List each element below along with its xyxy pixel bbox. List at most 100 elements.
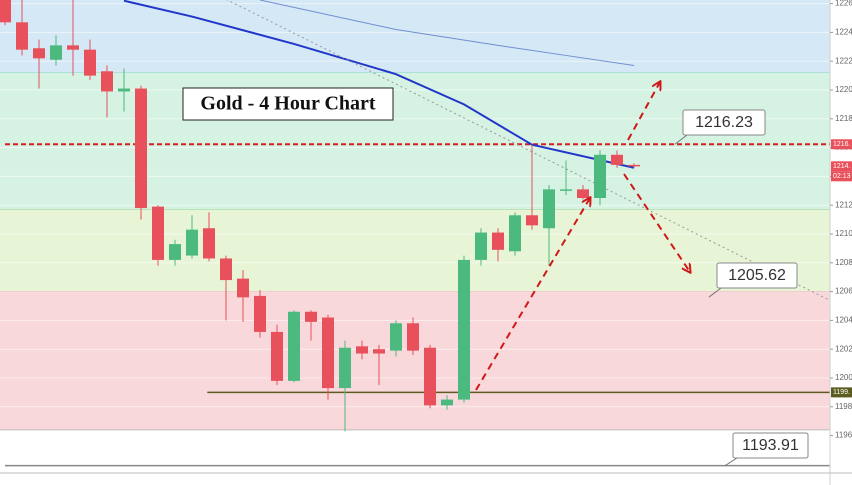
candle	[84, 39, 96, 80]
callout-label: 1216.23	[695, 114, 753, 131]
candle-body	[526, 215, 538, 226]
y-tick-label: 1206	[835, 287, 852, 296]
candle-body	[33, 48, 45, 59]
price-tag-label: 1214.	[833, 163, 851, 170]
candle	[152, 205, 164, 266]
countdown: 02:13	[833, 173, 851, 180]
candle-body	[203, 228, 215, 259]
axis-panel	[830, 0, 852, 485]
title-box: Gold - 4 Hour Chart	[182, 87, 394, 121]
candle	[271, 324, 283, 386]
countdown-tag	[831, 171, 852, 182]
candle	[186, 215, 198, 259]
y-tick-label: 1222	[835, 56, 852, 65]
y-tick-label: 1212	[835, 200, 852, 209]
y-tick-label: 1226	[835, 0, 852, 8]
candle-body	[339, 347, 351, 389]
candle	[101, 65, 113, 118]
candle	[526, 144, 538, 230]
candle	[390, 320, 402, 357]
candle	[611, 150, 623, 168]
candle-body	[407, 323, 419, 351]
arrows	[475, 82, 690, 391]
callout-label: 1193.91	[742, 437, 799, 454]
candle-body	[509, 215, 521, 252]
candle	[458, 255, 470, 403]
candle	[67, 0, 79, 76]
y-tick-label: 1198	[835, 402, 852, 411]
y-tick-label: 1204	[835, 315, 852, 324]
candle-body	[543, 189, 555, 229]
candle	[322, 314, 334, 400]
candle-body	[271, 331, 283, 381]
candle-body	[237, 278, 249, 298]
candle-body	[67, 45, 79, 50]
candle-body	[475, 232, 487, 260]
candle-body	[560, 189, 572, 191]
candle	[492, 228, 504, 262]
price-tag-label: 1199.	[833, 389, 850, 396]
candle-body	[577, 189, 589, 198]
y-tick-label: 1224	[835, 28, 852, 37]
candle-body	[424, 347, 436, 406]
candle	[203, 212, 215, 262]
candle	[33, 39, 45, 89]
candle	[594, 150, 606, 206]
candle	[628, 163, 640, 168]
candle-body	[628, 164, 640, 167]
y-tick-label: 1200	[835, 373, 852, 382]
moving-average	[123, 0, 635, 169]
candle-body	[101, 71, 113, 92]
callout-label: 1205.62	[728, 267, 786, 284]
candle	[288, 310, 300, 383]
candle-body	[305, 311, 317, 322]
candle-body	[50, 45, 62, 60]
candle	[424, 344, 436, 409]
candle	[135, 85, 147, 220]
candle	[356, 340, 368, 360]
y-tick-label: 1202	[835, 344, 852, 353]
y-tick-label: 1218	[835, 114, 852, 123]
candle-body	[611, 154, 623, 165]
candle	[373, 344, 385, 386]
candle	[0, 0, 11, 26]
zone	[0, 291, 830, 430]
candle-body	[441, 399, 453, 406]
candle-body	[254, 295, 266, 332]
candle	[407, 317, 419, 355]
candle-body	[458, 259, 470, 400]
price-tag-label: 1216.	[833, 141, 851, 148]
candle-body	[16, 22, 28, 50]
candle-body	[118, 88, 130, 92]
candle	[305, 310, 317, 341]
callout-leader	[708, 287, 722, 298]
candle	[50, 35, 62, 66]
zone	[0, 0, 830, 73]
candle-body	[356, 346, 368, 354]
candle	[543, 185, 555, 266]
candle	[16, 0, 28, 56]
candle-body	[186, 229, 198, 256]
y-tick-label: 1210	[835, 229, 852, 238]
callout-leader	[674, 134, 688, 145]
y-tick-label: 1208	[835, 258, 852, 267]
callout-box	[716, 262, 798, 289]
candle	[339, 340, 351, 432]
price-tag	[831, 161, 852, 172]
candle-body	[0, 0, 11, 23]
candle	[220, 255, 232, 321]
candle-body	[169, 244, 181, 260]
candle	[475, 228, 487, 266]
title-frame	[182, 87, 394, 121]
y-tick-label: 1220	[835, 85, 852, 94]
candle	[237, 269, 249, 322]
chart-title: Gold - 4 Hour Chart	[200, 93, 376, 115]
candle	[254, 290, 266, 338]
candle-body	[322, 317, 334, 389]
candle-body	[594, 154, 606, 198]
moving-average	[226, 0, 830, 301]
zone	[0, 209, 830, 292]
arrow	[623, 173, 690, 272]
